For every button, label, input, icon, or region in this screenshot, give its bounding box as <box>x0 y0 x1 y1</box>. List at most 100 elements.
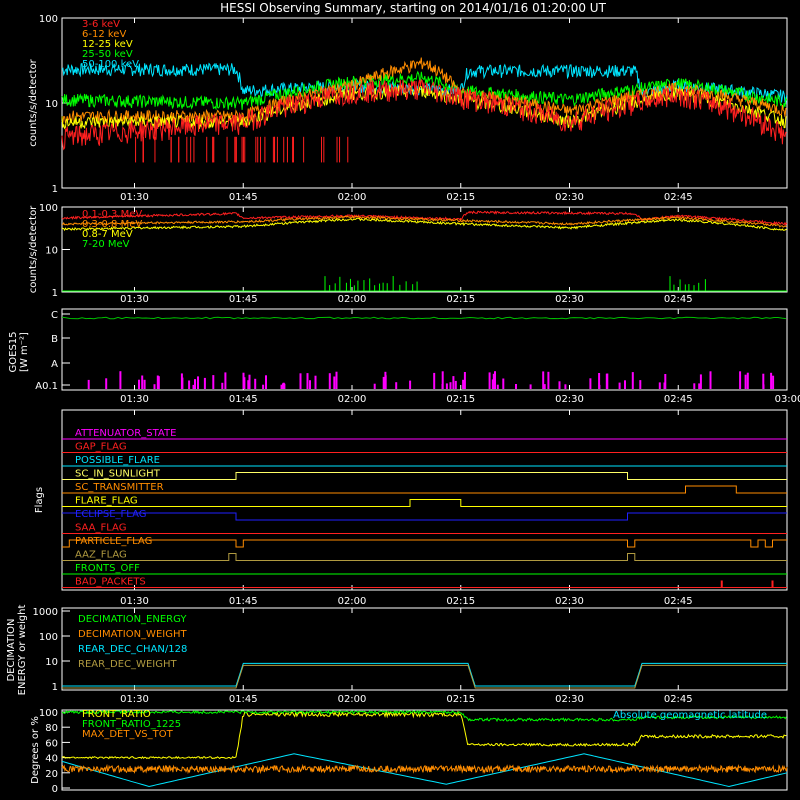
y-tick-label: 100 <box>39 632 58 643</box>
legend-entry: 0.3-0.8 MeV <box>82 219 142 230</box>
flag-label: SAA_FLAG <box>75 523 126 534</box>
y-axis-label: GOES15 <box>8 331 19 372</box>
y-tick-label: B <box>51 334 58 345</box>
time-tick-label: 02:00 <box>338 694 367 705</box>
legend-entry: FRONT_RATIO_1225 <box>82 719 181 730</box>
flag-label: AAZ_FLAG <box>75 550 127 561</box>
legend-entry: 25-50 keV <box>82 49 133 60</box>
legend-entry: 50-100 keV <box>82 59 139 70</box>
y-tick-label: 1000 <box>33 607 58 618</box>
y-tick-label: 1 <box>52 288 58 299</box>
flag-label: BAD_PACKETS <box>75 577 146 588</box>
legend-entry: 6-12 keV <box>82 29 126 40</box>
time-tick-label: 02:45 <box>664 596 693 607</box>
y-axis-label: ENERGY or weight <box>17 605 28 696</box>
y-axis-label: counts/s/detector <box>28 205 39 293</box>
front-ratio-line <box>61 710 787 760</box>
time-tick-label: 02:15 <box>446 596 475 607</box>
panel-3: 01:30 01:45 02:00 02:15 02:30 02:45 03:00 A0.1 A… <box>8 308 800 405</box>
rear-dec-weight-line <box>62 664 787 689</box>
flag-label: ATTENUATOR_STATE <box>75 428 176 439</box>
rear-dec-chan-line <box>62 662 787 687</box>
front-ratio-1225-line <box>61 709 787 723</box>
panel-frame <box>61 409 788 591</box>
time-tick-label: 01:45 <box>229 294 258 305</box>
y-tick-label: 100 <box>39 14 58 25</box>
time-tick-label: 02:30 <box>555 394 584 405</box>
time-tick-label: 01:30 <box>120 596 149 607</box>
time-tick-label: 02:00 <box>338 294 367 305</box>
time-tick-label: 02:30 <box>555 192 584 203</box>
flag-label: ECLIPSE_FLAG <box>75 509 146 520</box>
time-tick-label: 02:15 <box>446 694 475 705</box>
time-tick-label: 02:15 <box>446 394 475 405</box>
time-tick-label: 02:45 <box>664 694 693 705</box>
y-tick-label: 80 <box>45 723 58 734</box>
geomagnetic-latitude-line <box>61 753 788 788</box>
series-line <box>61 78 787 151</box>
y-tick-label: C <box>51 310 58 321</box>
panel-5: 01:30 01:45 02:00 02:15 02:30 02:45 1 10 100 1000… <box>6 605 788 705</box>
panel-frame <box>61 308 788 391</box>
series-line <box>61 217 787 232</box>
time-tick-label: 02:45 <box>664 294 693 305</box>
y-axis-label: Degrees or % <box>30 716 41 784</box>
time-tick-label: 02:00 <box>338 596 367 607</box>
goes-long-line <box>61 316 787 320</box>
flag-trace <box>62 539 787 548</box>
legend-entry: 0.1-0.3 MeV <box>82 209 142 220</box>
time-tick-label: 01:30 <box>120 394 149 405</box>
y-tick-label: A0.1 <box>35 381 58 392</box>
y-tick-label: 0 <box>52 784 58 795</box>
y-tick-label: 100 <box>39 708 58 719</box>
time-tick-label: 01:30 <box>120 192 149 203</box>
flag-label: SC_TRANSMITTER <box>75 482 164 493</box>
time-tick-label: 02:30 <box>555 694 584 705</box>
time-tick-label: 01:30 <box>120 294 149 305</box>
flag-trace <box>62 485 787 494</box>
flag-label: POSSIBLE_FLARE <box>75 455 160 466</box>
panel-frame <box>61 607 788 691</box>
legend-entry: 3-6 keV <box>82 19 120 30</box>
y-tick-label: 60 <box>45 738 58 749</box>
figure-title: HESSI Observing Summary, starting on 201… <box>220 1 606 15</box>
y-tick-label: 10 <box>45 246 58 257</box>
y-tick-label: 10 <box>45 99 58 110</box>
time-tick-label: 02:30 <box>555 294 584 305</box>
panel-frame <box>61 709 788 791</box>
time-end-label: 03:00 <box>775 394 800 405</box>
legend-entry: 7-20 MeV <box>82 239 130 250</box>
legend-entry: 0.8-7 MeV <box>82 229 133 240</box>
time-tick-label: 02:45 <box>664 394 693 405</box>
flag-label: FLARE_FLAG <box>75 496 138 507</box>
y-axis-label: counts/s/detector <box>28 58 39 146</box>
time-tick-label: 02:00 <box>338 192 367 203</box>
flag-label: GAP_FLAG <box>75 442 127 453</box>
y-tick-label: 100 <box>39 203 58 214</box>
legend-entry: DECIMATION_WEIGHT <box>78 629 187 640</box>
flag-trace <box>62 472 787 480</box>
time-tick-label: 01:45 <box>229 596 258 607</box>
time-tick-label: 01:30 <box>120 694 149 705</box>
time-tick-label: 02:15 <box>446 192 475 203</box>
legend-entry: REAR_DEC_WEIGHT <box>78 659 177 670</box>
time-tick-label: 01:45 <box>229 192 258 203</box>
time-tick-label: 01:45 <box>229 694 258 705</box>
flag-label: SC_IN_SUNLIGHT <box>75 469 161 480</box>
time-tick-label: 02:00 <box>338 394 367 405</box>
time-tick-label: 02:15 <box>446 294 475 305</box>
y-tick-label: 40 <box>45 754 58 765</box>
flag-label: PARTICLE_FLAG <box>75 536 152 547</box>
legend-entry: DECIMATION_ENERGY <box>78 614 187 625</box>
legend-entry: FRONT_RATIO <box>82 709 151 720</box>
y-tick-label: 20 <box>45 769 58 780</box>
flag-trace <box>62 512 787 521</box>
panel-4: 01:30 01:45 02:00 02:15 02:30 02:45 Flags ATTEN… <box>34 409 788 607</box>
geomagnetic-annotation: Absolute geomagnetic latitude <box>613 710 767 721</box>
y-tick-label: A <box>51 359 58 370</box>
legend-entry: MAX_DET_VS_TOT <box>82 729 174 740</box>
flag-trace <box>62 553 787 561</box>
y-tick-label: 10 <box>45 657 58 668</box>
